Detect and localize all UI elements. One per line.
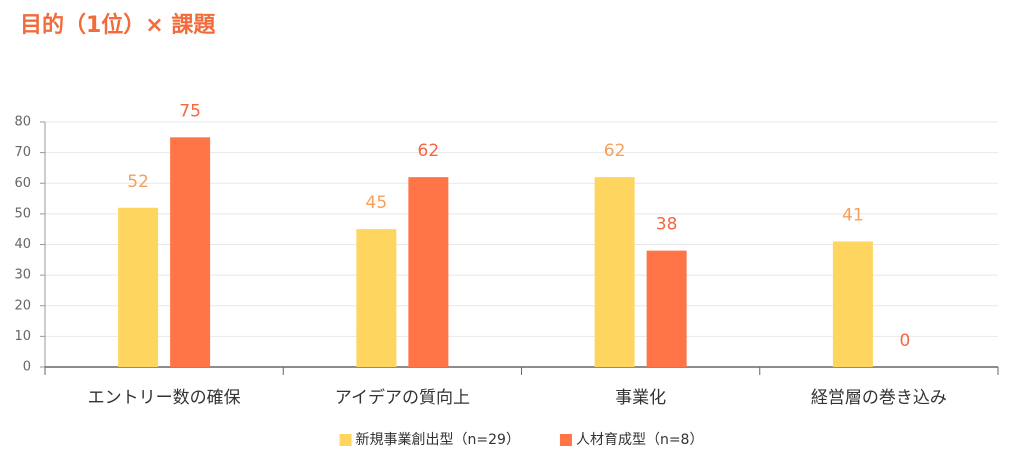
bar — [832, 241, 873, 367]
y-tick-label: 30 — [14, 268, 31, 283]
y-tick-label: 0 — [23, 360, 31, 375]
value-label: 41 — [842, 205, 864, 225]
y-tick-label: 10 — [14, 329, 31, 344]
legend-swatch — [559, 434, 572, 446]
value-label: 62 — [604, 141, 626, 161]
value-label: 52 — [127, 172, 149, 192]
x-tick-label: アイデアの質向上 — [335, 387, 470, 408]
value-label: 75 — [179, 101, 201, 121]
bar — [646, 250, 687, 367]
value-label: 45 — [366, 193, 388, 213]
x-tick-label: 経営層の巻き込み — [811, 388, 947, 408]
y-tick-label: 20 — [14, 298, 31, 313]
bar — [408, 177, 449, 367]
x-tick-label: エントリー数の確保 — [88, 388, 241, 408]
y-tick-label: 40 — [14, 237, 31, 252]
bar — [170, 137, 211, 367]
y-tick-label: 60 — [14, 176, 31, 191]
x-tick-label: 事業化 — [615, 388, 666, 408]
bar — [118, 207, 159, 367]
value-label: 38 — [656, 215, 678, 235]
legend-label: 人材育成型（n=8） — [576, 432, 704, 448]
legend-swatch — [339, 434, 352, 446]
bar — [594, 177, 635, 367]
legend-label: 新規事業創出型（n=29） — [356, 432, 520, 448]
y-tick-label: 80 — [14, 115, 31, 130]
bar — [356, 229, 397, 367]
chart-title: 目的（1位）× 課題 — [20, 12, 216, 38]
value-label: 62 — [418, 141, 440, 161]
y-tick-label: 70 — [14, 145, 31, 160]
value-label: 0 — [899, 331, 910, 351]
y-tick-label: 50 — [14, 206, 31, 221]
